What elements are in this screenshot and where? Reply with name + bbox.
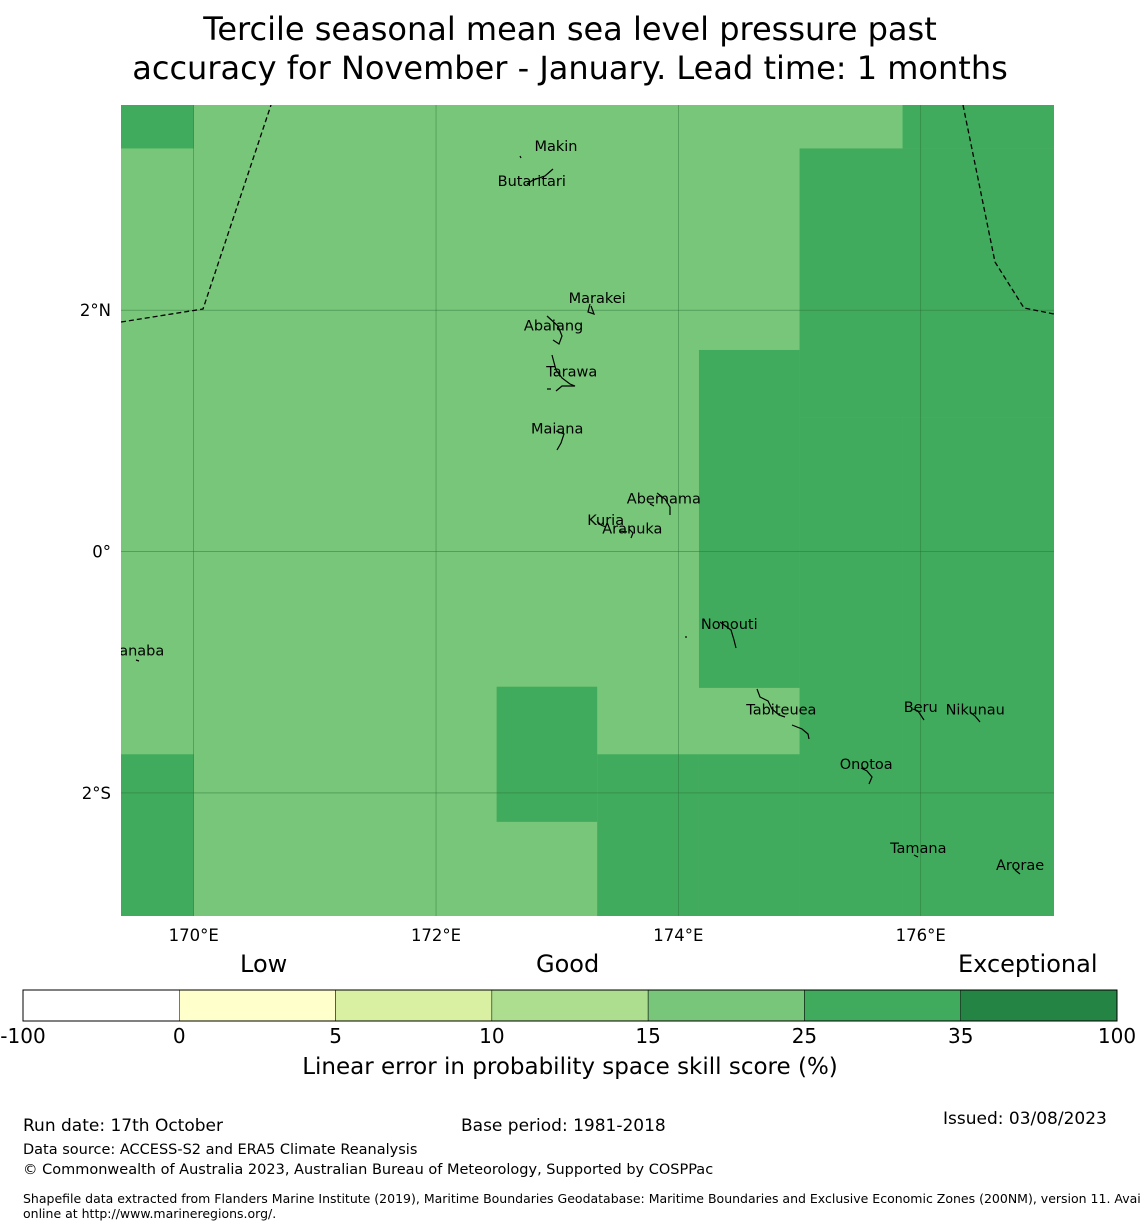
skill-cell: [799, 148, 1054, 350]
place-label: Beru: [904, 700, 938, 716]
colorbar-tick-label: 100: [1097, 1024, 1137, 1048]
place-label: Kuria: [587, 513, 624, 529]
eez-boundary-west: [121, 105, 272, 323]
island-coastline: [546, 315, 563, 345]
map-frame: Makin Butaritari Marakei Abaiang Tarawa Maian…: [80, 105, 1054, 945]
issued-date: Issued: 03/08/2023: [943, 1109, 1107, 1129]
place-label: Marakei: [569, 291, 626, 307]
skill-cell: [698, 754, 800, 916]
island-coastline: [555, 430, 565, 451]
island-coastline: [791, 724, 810, 740]
colorbar-bin: [960, 989, 1118, 1022]
island-coastline: [969, 711, 981, 723]
place-label: Tarawa: [545, 365, 597, 381]
run-date: Run date: 17th October: [23, 1116, 223, 1136]
place-label: Makin: [534, 139, 577, 155]
colorbar: [22, 989, 1118, 1022]
colorbar-tick-label: 10: [479, 1024, 505, 1048]
place-label: Aranuka: [602, 521, 662, 537]
skill-cell: [121, 754, 194, 916]
colorbar-bin: [647, 989, 805, 1022]
lon-tick-label: 170°E: [169, 926, 219, 945]
skill-cell: [799, 417, 903, 916]
skill-cell: [698, 349, 800, 688]
island-coastline: [135, 659, 140, 662]
colorbar-label: Linear error in probability space skill …: [302, 1054, 838, 1080]
lon-tick-label: 174°E: [653, 926, 703, 945]
skill-cell: [496, 686, 598, 822]
island-coastline: [860, 767, 873, 785]
colorbar-tick-label: 5: [329, 1024, 342, 1048]
island-coastline: [649, 503, 655, 507]
island-coastline: [628, 528, 634, 539]
colorbar-heading-good: Good: [536, 950, 600, 978]
lat-tick-label: 2°N: [80, 301, 111, 320]
place-label: Tamana: [889, 841, 946, 857]
island-coastline: [596, 520, 607, 528]
island-coastline: [656, 492, 671, 515]
island-coastline: [1014, 869, 1021, 875]
place-label: Abemama: [627, 491, 701, 507]
island-coastline: [756, 688, 786, 718]
colorbar-heading-exceptional: Exceptional: [958, 950, 1098, 978]
island-coastline: [913, 854, 919, 858]
data-source: Data source: ACCESS-S2 and ERA5 Climate …: [23, 1142, 418, 1158]
colorbar-bin: [22, 989, 180, 1022]
colorbar-tick-label: 15: [635, 1024, 661, 1048]
skill-cell: [902, 417, 1054, 916]
place-label: Nonouti: [701, 617, 758, 633]
place-label: Abaiang: [524, 319, 583, 335]
colorbar-tick-label: -100: [0, 1024, 46, 1048]
island-coastline: [619, 530, 628, 533]
colorbar-outline: [22, 989, 1118, 1022]
shapefile-credit-line2: online at http://www.marineregions.org/.: [23, 1206, 277, 1221]
shapefile-credit-line1: Shapefile data extracted from Flanders M…: [23, 1191, 1140, 1206]
colorbar-tick-label: 0: [172, 1024, 186, 1048]
island-coastline: [519, 155, 522, 159]
colorbar-heading-low: Low: [240, 950, 288, 978]
lon-tick-label: 176°E: [896, 926, 946, 945]
map-title: Tercile seasonal mean sea level pressure…: [0, 10, 1140, 88]
place-label: Arorae: [996, 858, 1044, 874]
colorbar-bin: [491, 989, 649, 1022]
base-period: Base period: 1981-2018: [461, 1116, 666, 1136]
place-label: Maiana: [531, 421, 583, 437]
colorbar-bin: [335, 989, 493, 1022]
place-label: Banaba: [109, 643, 164, 659]
island-coastline: [912, 708, 925, 721]
map-title-line2: accuracy for November - January. Lead ti…: [132, 49, 1008, 87]
island-coastline: [526, 168, 554, 185]
eez-boundary-east: [962, 105, 1054, 315]
skill-cell: [902, 105, 1054, 149]
place-label: Nikunau: [946, 702, 1005, 718]
island-coastline: [551, 354, 576, 392]
place-label: Butaritari: [498, 174, 566, 190]
island-coastline: [587, 303, 596, 315]
lon-tick-label: 172°E: [411, 926, 461, 945]
colorbar-bin: [804, 989, 961, 1022]
place-label: Onotoa: [840, 757, 893, 773]
colorbar-tick-label: 35: [947, 1024, 974, 1048]
colorbar-tick-label: 25: [791, 1024, 818, 1048]
island-coastline: [719, 621, 737, 649]
place-label: Tabiteuea: [745, 702, 816, 718]
lat-tick-label: 0°: [92, 543, 111, 562]
skill-cell: [597, 754, 699, 916]
lat-tick-label: 2°S: [82, 784, 111, 803]
colorbar-bin: [179, 989, 336, 1022]
shapefile-credit: Shapefile data extracted from Flanders M…: [23, 1191, 1140, 1221]
skill-cell: [121, 105, 194, 149]
copyright: © Commonwealth of Australia 2023, Austra…: [23, 1162, 714, 1178]
map-title-line1: Tercile seasonal mean sea level pressure…: [203, 10, 937, 48]
skill-cell: [799, 349, 1054, 418]
